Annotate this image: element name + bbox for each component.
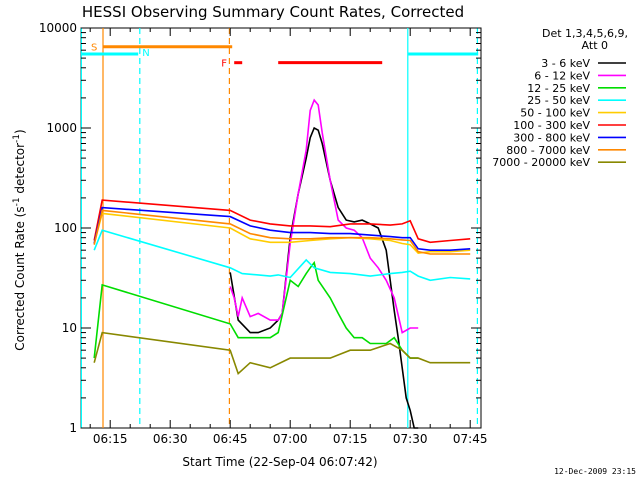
- legend-label-4: 50 - 100 keV: [520, 107, 590, 120]
- series-line-4: [93, 212, 471, 255]
- y-axis-label-end: ): [13, 129, 27, 134]
- legend-label-1: 6 - 12 keV: [534, 69, 590, 82]
- legend-label-5: 100 - 300 keV: [513, 119, 590, 132]
- y-tick-label-1: 10: [62, 321, 77, 335]
- legend-label-0: 3 - 6 keV: [541, 57, 590, 70]
- series-line-0: [229, 126, 419, 429]
- x-tick-label-5: 07:30: [393, 432, 428, 446]
- x-tick-label-1: 06:30: [153, 432, 188, 446]
- x-tick-label-4: 07:15: [333, 432, 368, 446]
- legend-label-7: 800 - 7000 keV: [506, 144, 590, 157]
- status-bars: S N F: [81, 43, 479, 70]
- series-line-2: [93, 260, 419, 359]
- night-flag-label: N: [142, 48, 149, 59]
- legend-label-2: 12 - 25 keV: [527, 82, 590, 95]
- chart-title: HESSI Observing Summary Count Rates, Cor…: [82, 3, 464, 21]
- y-axis-label-main: Corrected Count Rate (s: [13, 206, 27, 350]
- x-axis-label: Start Time (22-Sep-04 06:07:42): [182, 455, 377, 469]
- y-axis-ticks: 1 10 100 1000 10000: [39, 21, 481, 435]
- series-line-5: [93, 199, 471, 244]
- x-tick-label-3: 07:00: [273, 432, 308, 446]
- plot-border: [80, 27, 482, 429]
- series-line-1: [229, 98, 419, 334]
- x-axis-ticks: 06:15 06:30 06:45 07:00 07:15 07:30 07:45: [89, 28, 488, 446]
- y-tick-label-0: 1: [69, 421, 77, 435]
- y-tick-label-3: 1000: [46, 121, 77, 135]
- y-axis-label-mid: detector: [13, 143, 27, 198]
- series-line-8: [93, 331, 471, 376]
- timestamp: 12-Dec-2009 23:15: [554, 467, 636, 476]
- x-tick-label-6: 07:45: [453, 432, 488, 446]
- legend-header-line1: Det 1,3,4,5,6,9,: [542, 27, 628, 40]
- legend-label-3: 25 - 50 keV: [527, 94, 590, 107]
- y-axis-label-sup1: -1: [12, 197, 22, 206]
- series-line-6: [93, 206, 471, 251]
- legend-label-6: 300 - 800 keV: [513, 131, 590, 144]
- y-axis-label: Corrected Count Rate (s-1 detector-1): [12, 129, 27, 350]
- series-lines: [93, 98, 471, 429]
- saa-flag-label: S: [91, 43, 97, 54]
- x-tick-label-0: 06:15: [93, 432, 128, 446]
- series-line-3: [93, 229, 471, 282]
- y-tick-label-2: 100: [54, 221, 77, 235]
- x-tick-label-2: 06:45: [213, 432, 248, 446]
- flare-flag-label: F: [221, 59, 227, 70]
- vertical-markers: [80, 28, 478, 428]
- series-line-7: [93, 209, 471, 255]
- y-axis-label-sup2: -1: [12, 134, 22, 143]
- legend-header-line2: Att 0: [582, 39, 608, 52]
- legend-label-8: 7000 - 20000 keV: [492, 156, 590, 169]
- y-tick-label-4: 10000: [39, 21, 77, 35]
- plot-frame: [80, 27, 482, 429]
